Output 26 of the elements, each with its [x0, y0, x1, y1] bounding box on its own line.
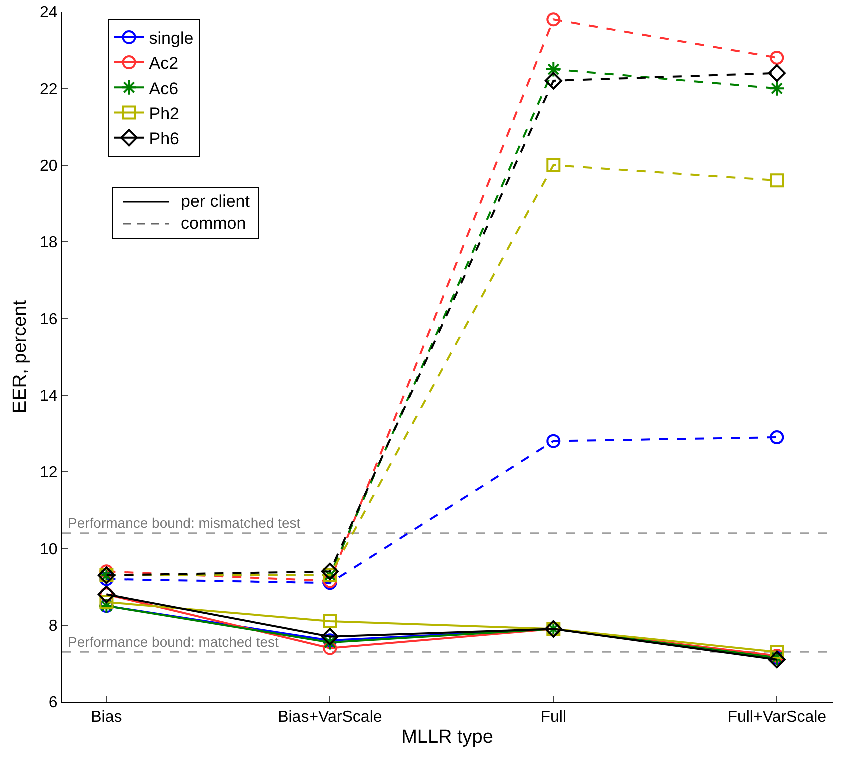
y-axis-title: EER, percent [10, 300, 31, 414]
annotation: common [181, 213, 246, 235]
y-tick-label: 18 [40, 234, 58, 252]
legend-label: Ac6 [149, 79, 179, 98]
x-tick-label: Bias+VarScale [278, 709, 382, 726]
x-tick-label: Full [540, 709, 567, 726]
legend-label: Ac2 [149, 54, 179, 74]
x-axis-title: MLLR type [402, 727, 494, 748]
y-tick-label: 16 [40, 311, 58, 328]
x-tick-label: Full+VarScale [728, 709, 827, 726]
y-tick-label: 12 [40, 464, 58, 482]
y-tick-label: 8 [48, 618, 58, 635]
annotation: per client [181, 191, 250, 213]
y-tick-label: 10 [40, 541, 58, 558]
style-key: per client common [112, 187, 259, 239]
ref-line-label: Performance bound: matched test [68, 634, 280, 650]
y-tick-label: 24 [40, 4, 58, 22]
legend-label: Ph2 [149, 104, 180, 124]
y-tick-label: 20 [40, 158, 58, 175]
ref-line-label: Performance bound: mismatched test [68, 515, 301, 531]
legend-label: single [149, 29, 194, 48]
y-tick-label: 22 [40, 81, 58, 98]
x-tick-label: Bias [91, 709, 122, 726]
y-tick-label: 6 [48, 694, 58, 712]
y-tick-label: 14 [40, 388, 58, 405]
legend-label: Ph6 [149, 129, 180, 148]
